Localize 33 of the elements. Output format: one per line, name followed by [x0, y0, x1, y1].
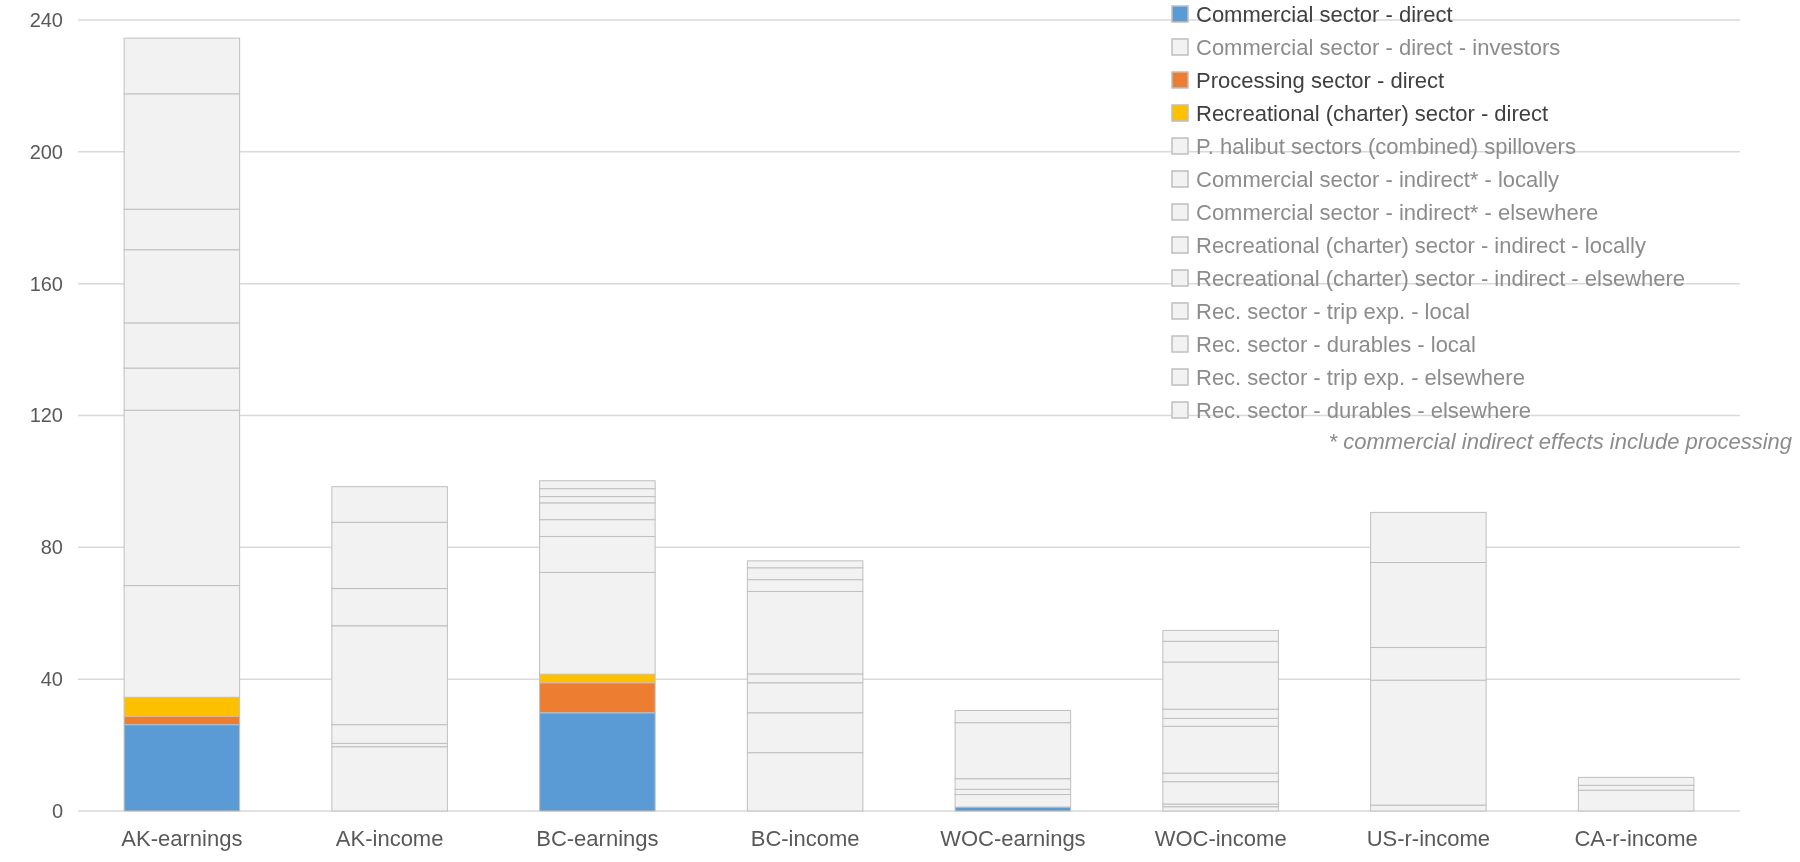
y-tick-label: 120 — [29, 404, 63, 427]
legend-label: Commercial sector - indirect* - elsewhere — [1196, 199, 1599, 225]
y-tick-label: 160 — [29, 272, 63, 295]
x-tick-label: AK-income — [335, 826, 444, 851]
y-tick-label: 40 — [40, 668, 63, 691]
legend-label: P. halibut sectors (combined) spillovers — [1196, 133, 1576, 159]
x-tick-label: WOC-income — [1154, 826, 1287, 851]
y-tick-label: 240 — [29, 8, 63, 31]
y-tick-label: 200 — [29, 140, 63, 163]
legend-label: Rec. sector - trip exp. - elsewhere — [1196, 364, 1525, 390]
legend-label: Rec. sector - trip exp. - local — [1196, 298, 1470, 324]
x-tick-label: WOC-earnings — [940, 826, 1086, 851]
bar — [1162, 806, 1279, 812]
legend-label: Commercial sector - direct - investors — [1196, 34, 1561, 60]
bar — [331, 746, 448, 812]
x-tick-label: AK-earnings — [121, 826, 243, 851]
y-tick-label: 0 — [51, 799, 63, 822]
x-tick-label: BC-income — [750, 826, 860, 851]
legend-label: Rec. sector - durables - elsewhere — [1196, 397, 1532, 423]
x-tick-label: CA-r-income — [1574, 826, 1698, 851]
x-tick-label: US-r-income — [1366, 826, 1491, 851]
legend-label: Rec. sector - durables - local — [1196, 331, 1476, 357]
legend-label: Recreational (charter) sector - direct — [1196, 100, 1549, 126]
legend-label: Recreational (charter) sector - indirect - locally — [1196, 232, 1646, 258]
legend-label: Commercial sector - direct — [1196, 1, 1453, 27]
y-tick-label: 80 — [40, 536, 63, 559]
annotation: * commercial indirect effects include processing — [1328, 429, 1793, 454]
bar — [954, 794, 1072, 808]
legend-label: Recreational (charter) sector - indirect - elsewhere — [1196, 265, 1686, 291]
x-tick-label: BC-earnings — [536, 826, 659, 851]
bar — [1577, 789, 1695, 812]
legend-label: Processing sector - direct — [1196, 67, 1445, 93]
legend-label: Commercial sector - indirect* - locally — [1196, 166, 1560, 192]
